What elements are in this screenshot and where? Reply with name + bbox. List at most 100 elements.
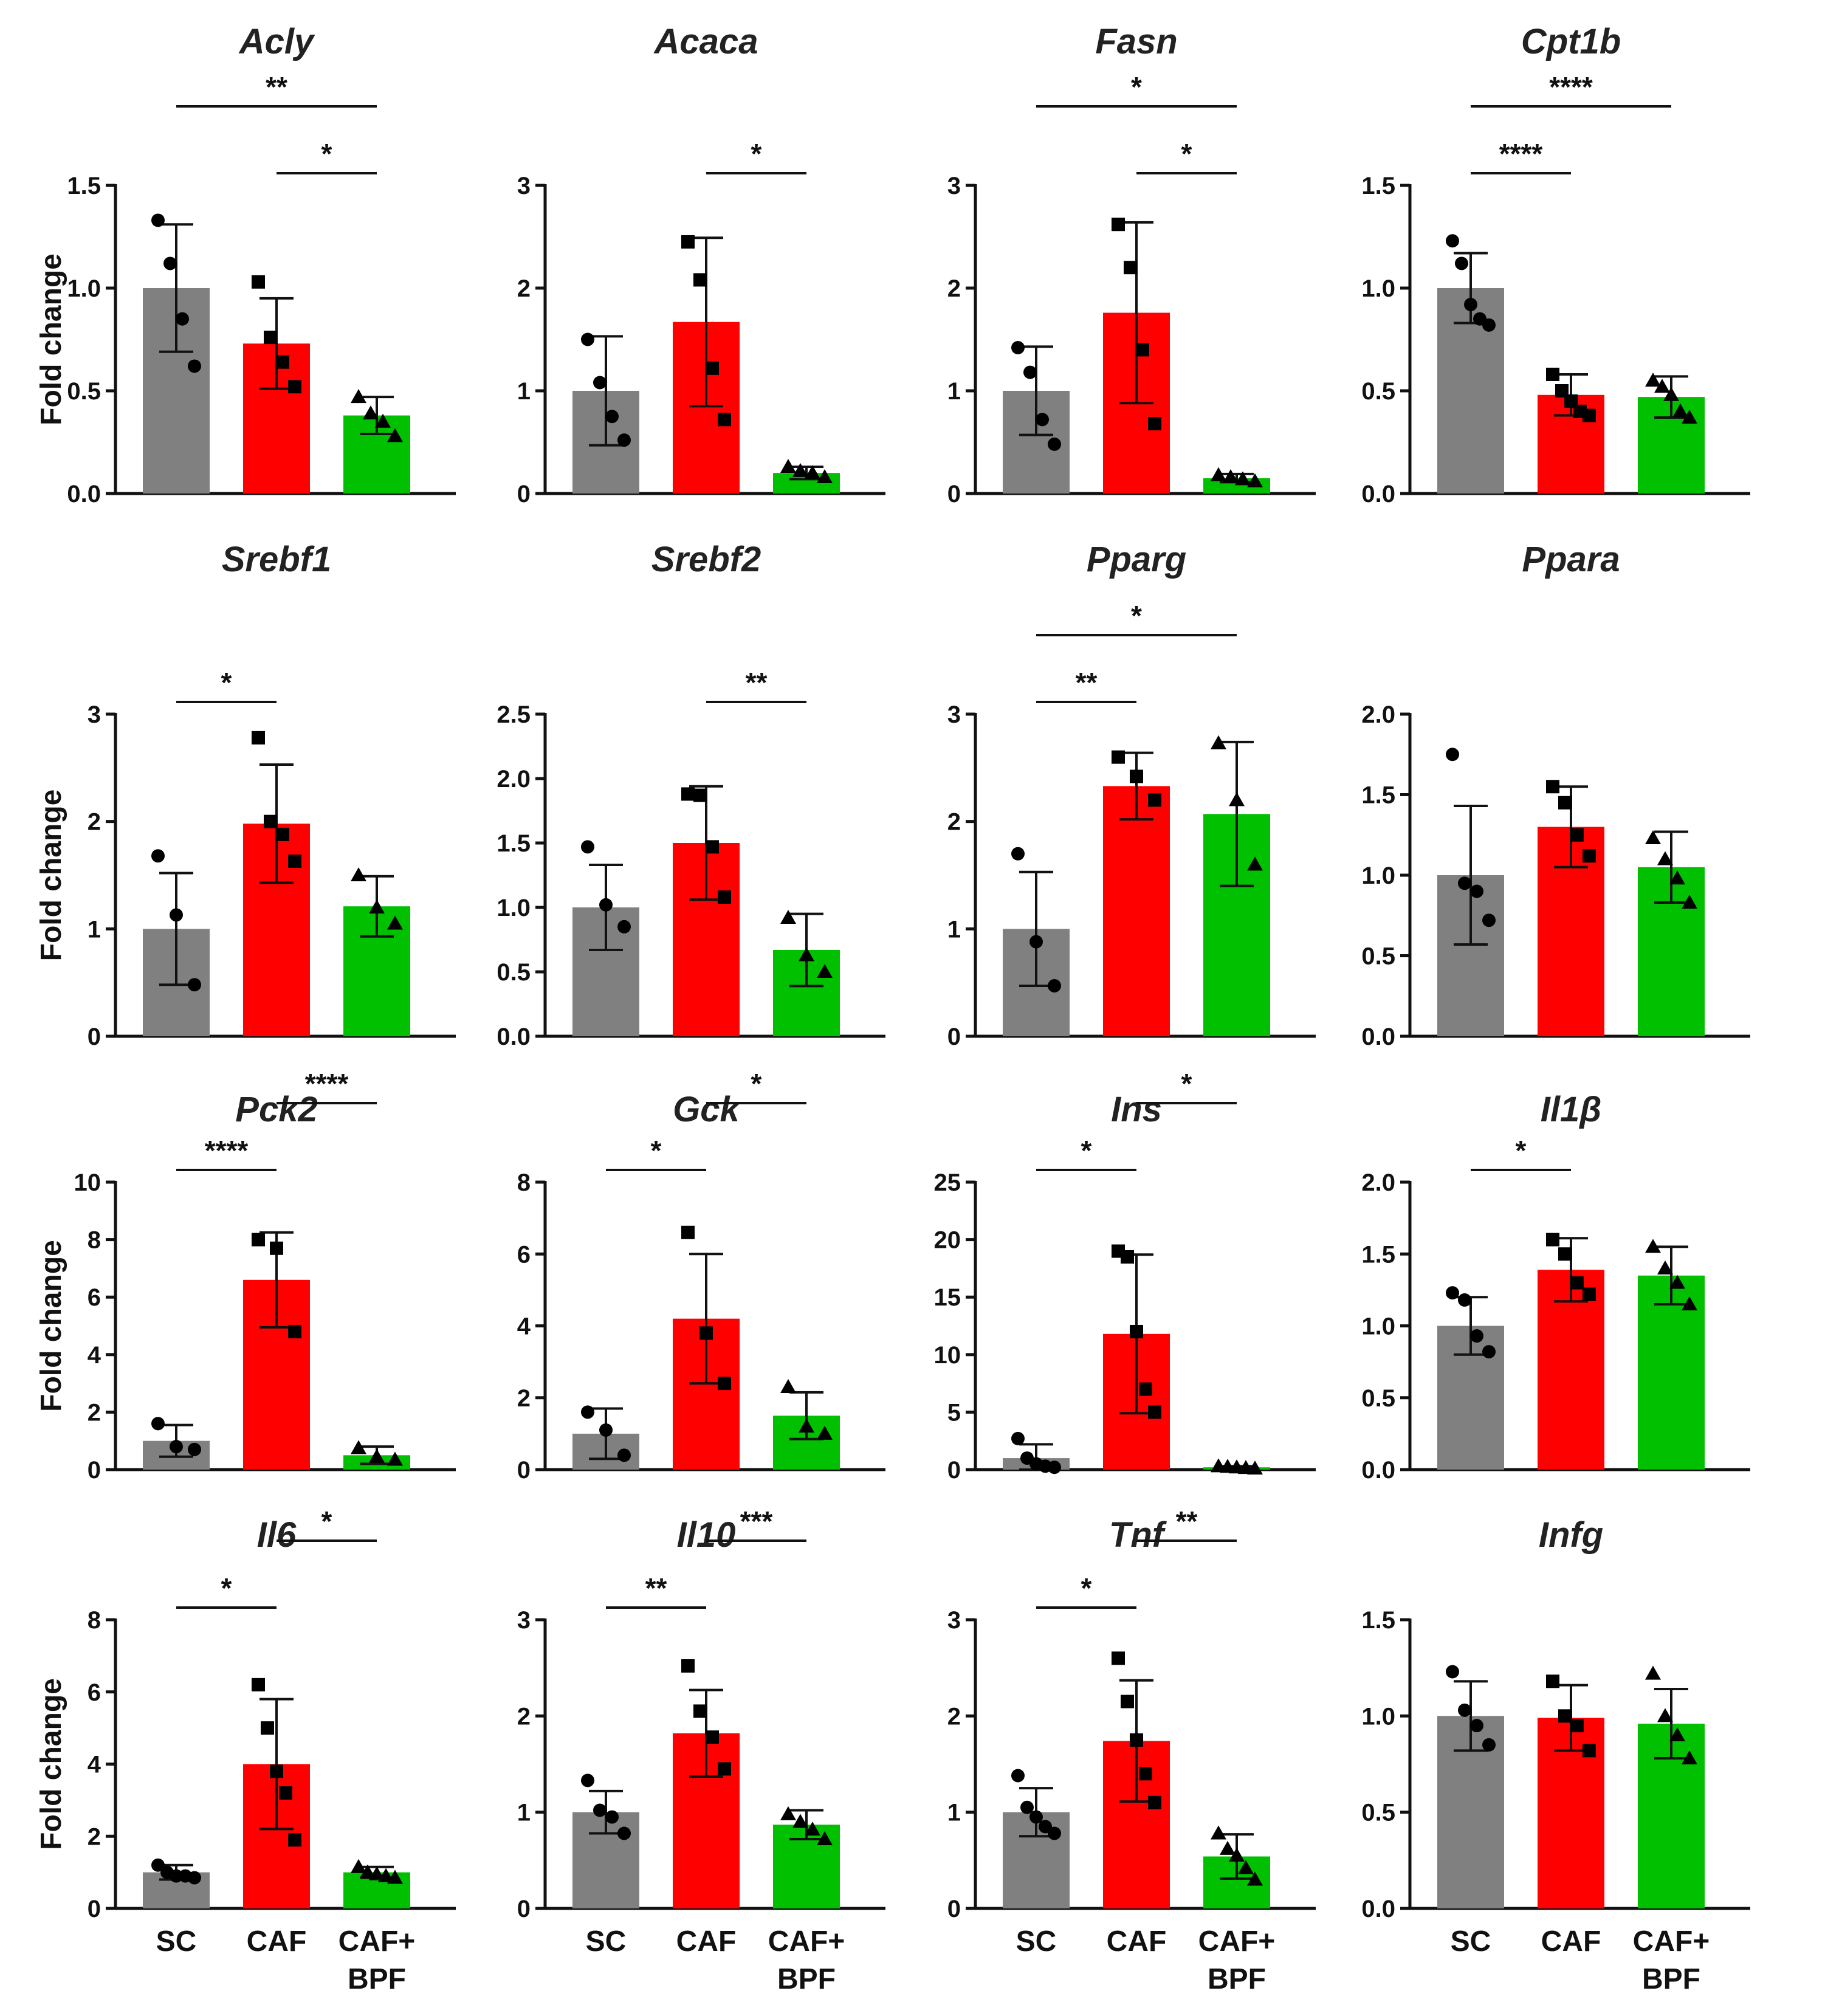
data-point — [693, 273, 707, 287]
y-tick-label: 20 — [934, 1227, 961, 1254]
y-tick-label: 0.5 — [1361, 378, 1395, 405]
data-point — [151, 849, 165, 863]
data-point — [718, 890, 731, 904]
data-point — [693, 1704, 707, 1718]
data-point — [163, 256, 177, 270]
data-point — [817, 964, 833, 978]
data-point — [799, 947, 814, 962]
data-point — [1148, 1405, 1161, 1419]
data-point — [351, 1859, 366, 1873]
data-point — [617, 433, 631, 447]
chart-title: Srebf2 — [651, 540, 761, 579]
data-point — [599, 1423, 613, 1437]
data-point — [1482, 318, 1496, 332]
significance-label: *** — [740, 1505, 773, 1537]
y-tick-label: 1.5 — [1361, 1241, 1395, 1268]
y-tick-label: 0.0 — [1361, 1023, 1395, 1050]
data-point — [1682, 895, 1697, 909]
x-category-label: CAF+ — [339, 1925, 416, 1958]
data-point — [170, 908, 183, 922]
data-point — [718, 413, 731, 427]
y-tick-label: 1.0 — [1361, 275, 1395, 302]
data-point — [718, 1377, 731, 1391]
data-point — [1220, 1840, 1236, 1855]
y-tick-label: 1.0 — [67, 275, 101, 302]
y-tick-label: 1.5 — [1361, 173, 1395, 199]
data-point — [1558, 1709, 1572, 1723]
y-tick-label: 0 — [947, 1457, 961, 1484]
chart-title: Acly — [238, 22, 315, 61]
data-point — [1682, 1296, 1697, 1311]
data-point — [1148, 1795, 1161, 1809]
x-category-label: CAF — [1541, 1925, 1601, 1958]
chart-title: Srebf1 — [222, 540, 332, 579]
data-point — [780, 909, 796, 924]
x-category-label: CAF — [247, 1925, 307, 1958]
data-point — [1121, 1694, 1134, 1708]
y-tick-label: 0.5 — [1361, 943, 1395, 970]
data-point — [681, 1225, 695, 1239]
data-point — [1211, 1825, 1226, 1840]
bar-caf — [1103, 786, 1170, 1036]
data-point — [1247, 1871, 1263, 1886]
y-tick-label: 2 — [947, 275, 961, 302]
data-point — [1446, 234, 1459, 248]
y-tick-label: 10 — [74, 1169, 101, 1196]
data-point — [805, 1822, 820, 1836]
data-point — [1546, 1233, 1559, 1247]
data-point — [1247, 1460, 1263, 1475]
chart-title: Ppara — [1522, 540, 1620, 579]
y-tick-label: 8 — [88, 1607, 101, 1634]
significance-label: * — [651, 1135, 662, 1166]
y-tick-label: 1 — [517, 1800, 531, 1826]
y-tick-label: 0.5 — [1361, 1800, 1395, 1826]
data-point — [1682, 1750, 1697, 1764]
y-tick-label: 3 — [947, 1607, 961, 1634]
y-tick-label: 2.0 — [497, 766, 531, 793]
data-point — [617, 920, 631, 934]
x-category-label: SC — [156, 1925, 197, 1958]
data-point — [1470, 1329, 1483, 1343]
data-point — [1229, 792, 1245, 807]
y-tick-label: 1.0 — [1361, 1703, 1395, 1730]
significance-label: * — [221, 667, 232, 698]
data-point — [1455, 256, 1468, 270]
data-point — [1657, 851, 1673, 865]
chart-title: Fasn — [1095, 22, 1177, 61]
y-tick-label: 0 — [88, 1896, 101, 1922]
y-tick-label: 1 — [947, 916, 961, 943]
x-category-label: BPF — [1208, 1963, 1266, 1995]
data-point — [1546, 1674, 1559, 1688]
significance-label: **** — [1499, 138, 1543, 170]
data-point — [351, 867, 366, 881]
data-point — [375, 413, 391, 428]
y-tick-label: 0.5 — [497, 959, 531, 986]
y-tick-label: 1 — [947, 378, 961, 405]
data-point — [1645, 1239, 1661, 1253]
y-tick-label: 2 — [88, 1399, 101, 1426]
data-point — [387, 1451, 403, 1466]
y-tick-label: 3 — [947, 701, 961, 728]
y-tick-label: 2 — [947, 1703, 961, 1730]
y-tick-label: 1.5 — [67, 173, 101, 199]
y-axis-label: Fold change — [35, 1678, 67, 1850]
data-point — [1036, 413, 1049, 427]
data-point — [1011, 1431, 1025, 1445]
data-point — [288, 855, 301, 869]
data-point — [1446, 748, 1459, 762]
y-tick-label: 4 — [88, 1752, 101, 1778]
x-category-label: SC — [586, 1925, 627, 1958]
data-point — [252, 1677, 265, 1691]
data-point — [378, 1868, 394, 1882]
chart-cpt1b: Cpt1b 0.0 0.5 1.0 1.5 **** **** — [1361, 22, 1750, 507]
data-point — [369, 1448, 385, 1463]
data-point — [1011, 1769, 1025, 1783]
chart-srebf1: Srebf1 Fold change 0 1 2 3 * — [35, 540, 456, 1050]
data-point — [288, 1324, 301, 1338]
data-point — [599, 898, 613, 912]
y-tick-label: 0.0 — [1361, 481, 1395, 507]
data-point — [1583, 1287, 1596, 1301]
data-point — [252, 1233, 265, 1247]
